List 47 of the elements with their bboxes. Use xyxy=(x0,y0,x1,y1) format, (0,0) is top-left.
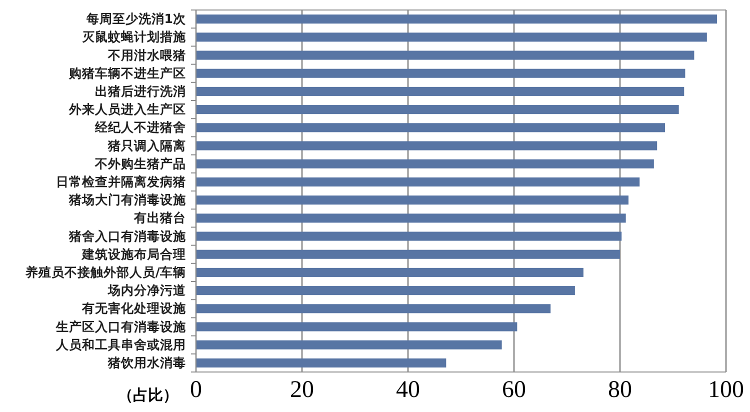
bar xyxy=(196,177,640,186)
bar xyxy=(196,32,707,42)
bar xyxy=(196,105,679,114)
y-tick-label: 不外购生猪产品 xyxy=(94,156,186,171)
bar xyxy=(196,232,622,241)
bar xyxy=(196,196,628,205)
bar xyxy=(196,86,684,96)
y-tick-label: 有出猪台 xyxy=(133,210,186,226)
bar xyxy=(196,123,666,132)
bar xyxy=(196,141,658,150)
y-tick-label: 不用泔水喂猪 xyxy=(107,47,186,62)
bar xyxy=(196,50,694,60)
bar xyxy=(196,304,551,314)
y-tick-label: 外来人员进入生产区 xyxy=(68,102,186,117)
bar xyxy=(196,286,575,296)
y-tick-label: 猪只调入隔离 xyxy=(107,138,186,153)
y-tick-label: 猪舍入口有消毒设施 xyxy=(68,228,187,244)
bar xyxy=(196,322,518,332)
y-tick-label: 日常检查并隔离发病猪 xyxy=(56,174,186,189)
y-tick-label: 出猪后进行洗消 xyxy=(95,83,186,98)
x-axis-title: （占比） xyxy=(118,386,178,404)
bar xyxy=(196,358,446,368)
bar xyxy=(196,340,502,350)
x-tick-label: 80 xyxy=(608,377,632,404)
bar xyxy=(196,14,717,24)
x-tick-label: 60 xyxy=(502,377,526,404)
y-tick-label: 建筑设施布局合理 xyxy=(81,246,186,262)
y-tick-label: 养殖员不接触外部人员/车辆 xyxy=(24,264,186,280)
y-tick-label: 经纪人不进猪舍 xyxy=(94,120,186,135)
x-tick-label: 40 xyxy=(396,377,420,404)
y-tick-label: 生产区入口有消毒设施 xyxy=(55,318,187,334)
bar xyxy=(196,268,584,277)
x-tick-label: 0 xyxy=(190,377,202,404)
y-tick-label: 猪场大门有消毒设施 xyxy=(68,192,187,208)
y-tick-label: 每周至少洗消1次 xyxy=(85,11,187,26)
bar xyxy=(196,159,654,168)
x-tick-label: 100 xyxy=(708,377,744,404)
x-tick-label: 20 xyxy=(290,377,314,404)
y-tick-label: 购猪车辆不进生产区 xyxy=(68,65,186,80)
bar xyxy=(196,214,626,223)
y-tick-label: 人员和工具串舍或混用 xyxy=(55,336,186,352)
bar xyxy=(196,68,686,78)
y-tick-label: 有无害化处理设施 xyxy=(81,300,187,316)
y-tick-label: 猪饮用水消毒 xyxy=(107,354,186,370)
bar xyxy=(196,250,620,259)
y-tick-label: 场内分净污道 xyxy=(107,282,187,298)
y-tick-label: 灭鼠蚊蝇计划措施 xyxy=(82,29,187,44)
